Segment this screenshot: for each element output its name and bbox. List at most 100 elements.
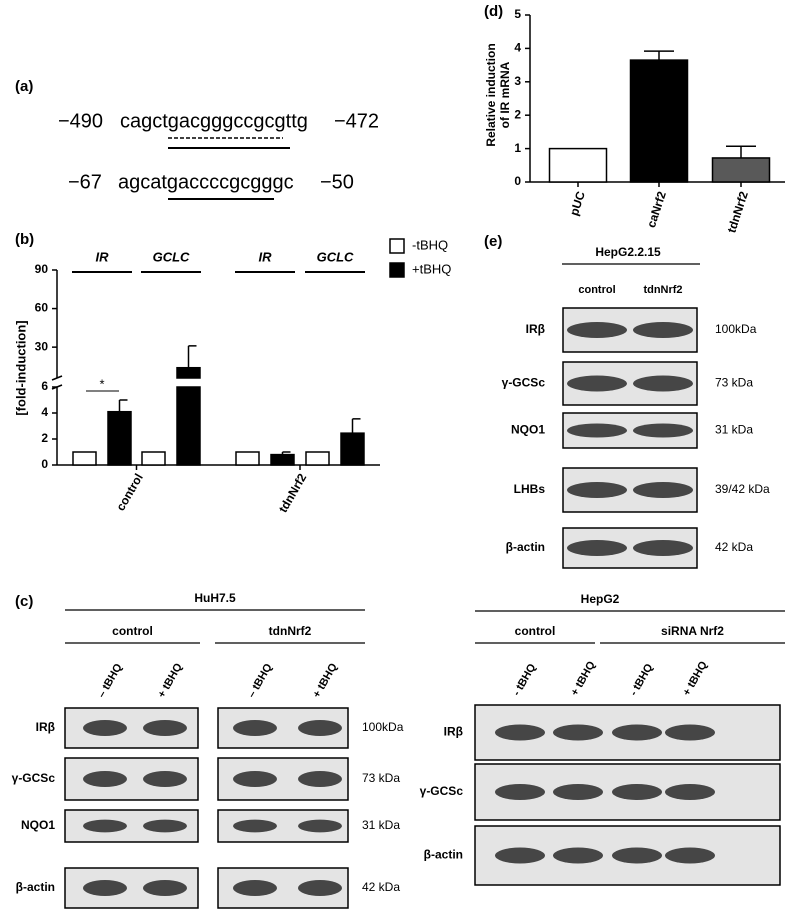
size-label: 100kDa: [715, 322, 757, 336]
row-label: γ-GCSc: [12, 771, 56, 785]
legend-swatch: [389, 238, 405, 254]
category-label: GCLC: [317, 249, 354, 264]
band: [495, 847, 545, 864]
band: [298, 819, 342, 833]
band: [83, 880, 127, 896]
band: [567, 322, 627, 338]
lane-label: control: [578, 284, 615, 296]
x-tick-label: pUC: [567, 189, 588, 217]
bar: [176, 386, 201, 466]
row-label: IRβ: [526, 322, 545, 336]
y-axis-label: of IR mRNA: [498, 61, 512, 128]
legend-label: +tBHQ: [412, 261, 451, 276]
band: [567, 482, 627, 498]
size-label: 100kDa: [362, 720, 404, 734]
y-axis-label: [fold-induction]: [13, 320, 28, 415]
bar: [548, 147, 608, 183]
size-label: 73 kDa: [715, 376, 753, 390]
band: [553, 724, 603, 741]
band: [298, 720, 342, 736]
band: [233, 880, 277, 896]
band: [143, 771, 187, 787]
band: [495, 784, 545, 800]
y-tick-label: 4: [514, 41, 521, 55]
y-tick-label: 90: [35, 262, 49, 276]
bar: [629, 59, 689, 183]
band: [143, 720, 187, 736]
lane-label: + tBHQ: [156, 661, 185, 700]
axis-break: [51, 375, 63, 381]
lane-label: + tBHQ: [569, 659, 598, 698]
category-label: GCLC: [153, 249, 190, 264]
band: [298, 880, 342, 896]
group-label: control: [112, 624, 153, 638]
band: [567, 375, 627, 392]
bar: [711, 157, 771, 183]
band: [612, 784, 662, 800]
row-label: IRβ: [444, 725, 463, 739]
group-label: tdnNrf2: [276, 471, 310, 515]
y-tick-label: 6: [41, 379, 48, 393]
row-label: LHBs: [514, 482, 546, 496]
bar-upper: [176, 366, 201, 379]
bar: [141, 451, 166, 466]
band: [553, 847, 603, 864]
row-label: β-actin: [424, 848, 463, 862]
y-tick-label: 2: [514, 107, 521, 121]
sequence: agcatgaccccgcgggc: [118, 171, 294, 193]
band: [612, 847, 662, 864]
lane-label: + tBHQ: [311, 661, 340, 700]
band: [665, 724, 715, 741]
bar: [270, 453, 295, 466]
blot-header: HepG2: [581, 592, 620, 606]
bar: [305, 451, 330, 466]
row-label: β-actin: [16, 880, 55, 894]
sequence: cagctgacgggccgcgttg: [120, 110, 308, 132]
y-tick-label: 3: [514, 74, 521, 88]
band: [143, 819, 187, 833]
category-label: IR: [259, 249, 273, 264]
row-label: IRβ: [36, 720, 55, 734]
band: [567, 540, 627, 556]
band: [633, 423, 693, 438]
position-end: −472: [334, 110, 379, 132]
band: [553, 784, 603, 800]
bar: [72, 451, 97, 466]
size-label: 42 kDa: [362, 880, 400, 894]
category-label: IR: [96, 249, 110, 264]
band: [233, 819, 277, 833]
blot-header: HuH7.5: [194, 591, 236, 605]
row-label: NQO1: [21, 818, 55, 832]
size-label: 73 kDa: [362, 771, 400, 785]
y-tick-label: 4: [41, 405, 48, 419]
position-end: −50: [320, 171, 354, 193]
y-tick-label: 2: [41, 431, 48, 445]
band: [298, 771, 342, 787]
panel-label: (c): [15, 593, 33, 610]
band: [633, 322, 693, 338]
lane-label: – tBHQ: [246, 661, 275, 700]
legend-label: -tBHQ: [412, 237, 448, 252]
lane-label: - tBHQ: [511, 661, 539, 698]
significance-star: *: [99, 376, 104, 391]
band: [612, 724, 662, 741]
size-label: 31 kDa: [715, 423, 753, 437]
band: [633, 540, 693, 556]
band: [665, 784, 715, 800]
band: [633, 482, 693, 498]
lane-label: - tBHQ: [628, 661, 656, 698]
group-label: tdnNrf2: [269, 624, 312, 638]
band: [567, 423, 627, 438]
bar: [235, 451, 260, 466]
row-label: γ-GCSc: [502, 376, 546, 390]
lane-label: – tBHQ: [96, 661, 125, 700]
panel-label: (b): [15, 231, 34, 248]
y-tick-label: 60: [35, 301, 49, 315]
lane-label: tdnNrf2: [643, 284, 682, 296]
group-label: siRNA Nrf2: [661, 624, 724, 638]
band: [83, 720, 127, 736]
y-tick-label: 30: [35, 339, 49, 353]
band: [83, 819, 127, 833]
x-tick-label: caNrf2: [644, 189, 669, 229]
